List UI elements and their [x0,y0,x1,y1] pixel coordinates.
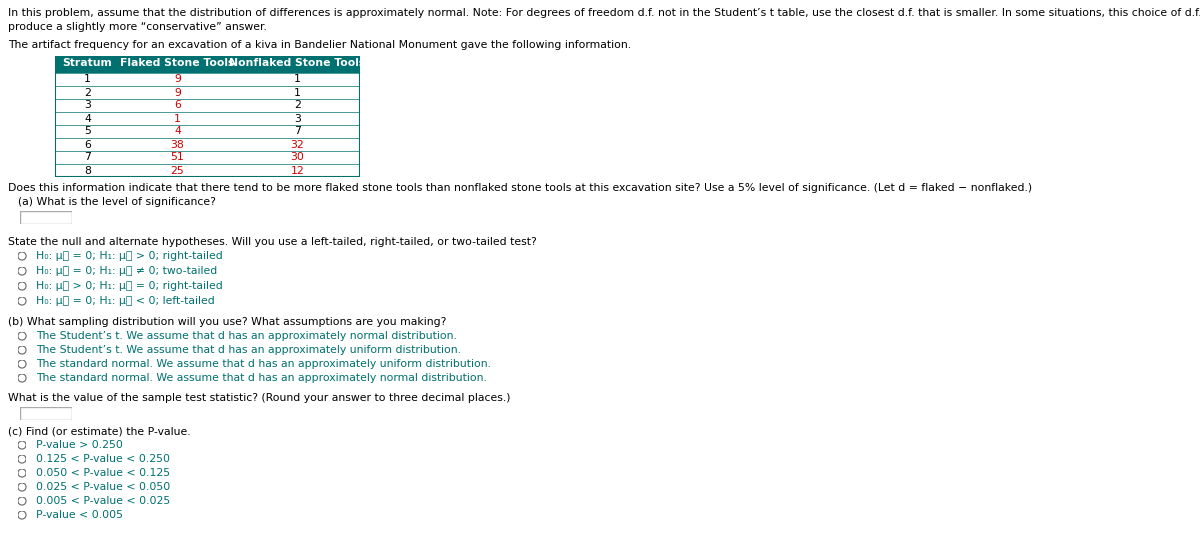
Text: (b) What sampling distribution will you use? What assumptions are you making?: (b) What sampling distribution will you … [8,317,446,327]
Text: Nonflaked Stone Tools: Nonflaked Stone Tools [229,59,366,69]
Text: H₀: μ₝ > 0; H₁: μ₝ = 0; right-tailed: H₀: μ₝ > 0; H₁: μ₝ = 0; right-tailed [36,281,223,291]
Text: 5: 5 [84,126,91,137]
Text: What is the value of the sample test statistic? (Round your answer to three deci: What is the value of the sample test sta… [8,393,510,403]
Circle shape [18,374,26,382]
Circle shape [18,441,26,449]
Text: 4: 4 [174,126,181,137]
Text: In this problem, assume that the distribution of differences is approximately no: In this problem, assume that the distrib… [8,8,1200,18]
Text: Stratum: Stratum [62,59,113,69]
Circle shape [18,455,26,463]
Circle shape [18,483,26,491]
Text: 1: 1 [294,87,301,98]
Circle shape [18,469,26,477]
Text: 32: 32 [290,139,305,149]
Text: H₀: μ₝ = 0; H₁: μ₝ ≠ 0; two-tailed: H₀: μ₝ = 0; H₁: μ₝ ≠ 0; two-tailed [36,266,217,276]
Text: H₀: μ₝ = 0; H₁: μ₝ < 0; left-tailed: H₀: μ₝ = 0; H₁: μ₝ < 0; left-tailed [36,296,215,306]
Text: 1: 1 [84,75,91,85]
Text: 38: 38 [170,139,185,149]
Text: 2: 2 [84,87,91,98]
Circle shape [18,267,26,275]
Text: (a) What is the level of significance?: (a) What is the level of significance? [18,197,216,207]
Circle shape [18,297,26,305]
Text: produce a slightly more “conservative” answer.: produce a slightly more “conservative” a… [8,22,266,32]
Text: 7: 7 [84,153,91,163]
Text: Flaked Stone Tools: Flaked Stone Tools [120,59,235,69]
Text: P-value < 0.005: P-value < 0.005 [36,510,124,520]
Circle shape [18,511,26,519]
Circle shape [18,497,26,505]
Text: The Student’s t. We assume that d has an approximately normal distribution.: The Student’s t. We assume that d has an… [36,331,457,341]
Text: 0.050 < P-value < 0.125: 0.050 < P-value < 0.125 [36,468,170,478]
Text: The Student’s t. We assume that d has an approximately uniform distribution.: The Student’s t. We assume that d has an… [36,345,461,355]
Text: 0.125 < P-value < 0.250: 0.125 < P-value < 0.250 [36,454,170,464]
Text: 6: 6 [174,100,181,110]
Text: 7: 7 [294,126,301,137]
Text: 1: 1 [294,75,301,85]
Text: 0.005 < P-value < 0.025: 0.005 < P-value < 0.025 [36,496,170,506]
Text: 2: 2 [294,100,301,110]
Text: The standard normal. We assume that d has an approximately normal distribution.: The standard normal. We assume that d ha… [36,373,487,383]
Circle shape [18,346,26,354]
Circle shape [18,252,26,260]
Text: 12: 12 [290,165,305,176]
Text: 51: 51 [170,153,185,163]
Text: 4: 4 [84,114,91,124]
Text: 1: 1 [174,114,181,124]
Text: 0.025 < P-value < 0.050: 0.025 < P-value < 0.050 [36,482,170,492]
Text: Does this information indicate that there tend to be more flaked stone tools tha: Does this information indicate that ther… [8,183,1032,193]
Text: (c) Find (or estimate) the P-value.: (c) Find (or estimate) the P-value. [8,427,191,437]
Text: 9: 9 [174,87,181,98]
Circle shape [18,360,26,368]
Text: 25: 25 [170,165,185,176]
Text: 9: 9 [174,75,181,85]
Text: State the null and alternate hypotheses. Will you use a left-tailed, right-taile: State the null and alternate hypotheses.… [8,237,536,247]
Text: P-value > 0.250: P-value > 0.250 [36,440,122,450]
Text: The standard normal. We assume that d has an approximately uniform distribution.: The standard normal. We assume that d ha… [36,359,491,369]
Text: 8: 8 [84,165,91,176]
Text: H₀: μ₝ = 0; H₁: μ₝ > 0; right-tailed: H₀: μ₝ = 0; H₁: μ₝ > 0; right-tailed [36,251,223,261]
Text: 30: 30 [290,153,305,163]
Circle shape [18,332,26,340]
Text: 3: 3 [84,100,91,110]
Text: 6: 6 [84,139,91,149]
Circle shape [18,282,26,290]
Text: The artifact frequency for an excavation of a kiva in Bandelier National Monumen: The artifact frequency for an excavation… [8,40,631,50]
Text: 3: 3 [294,114,301,124]
